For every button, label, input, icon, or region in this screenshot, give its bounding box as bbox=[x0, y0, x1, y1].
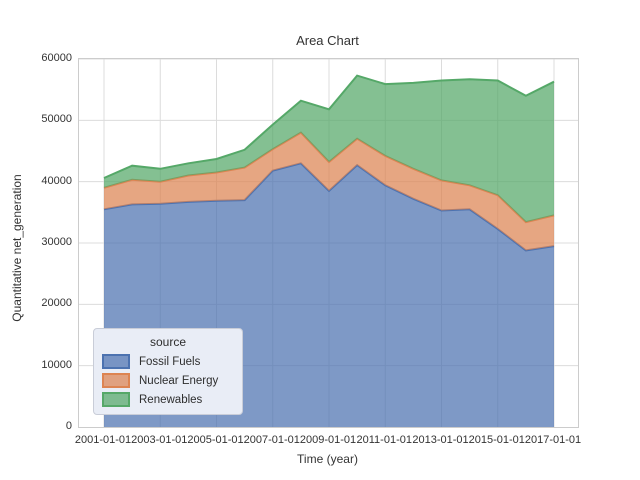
x-tick-label: 2015-01-01 bbox=[468, 434, 525, 446]
x-tick-label: 2007-01-01 bbox=[243, 434, 300, 446]
y-tick-label: 10000 bbox=[41, 358, 72, 371]
legend-item-fossil-fuels: Fossil Fuels bbox=[102, 354, 234, 369]
y-tick-label: 60000 bbox=[41, 52, 72, 64]
fossil-fuels-swatch-icon bbox=[102, 354, 130, 369]
x-tick-label: 2013-01-01 bbox=[412, 434, 469, 446]
legend-title: source bbox=[149, 335, 187, 349]
legend-item-nuclear-energy: Nuclear Energy bbox=[102, 373, 234, 388]
x-tick-label: 2003-01-01 bbox=[131, 434, 188, 446]
plot-area: source Fossil Fuels Nuclear Energy Renew… bbox=[78, 58, 579, 428]
x-tick-label: 2005-01-01 bbox=[187, 434, 244, 446]
legend-item-label: Nuclear Energy bbox=[139, 374, 219, 387]
y-tick-label: 50000 bbox=[41, 113, 72, 126]
legend-item-renewables: Renewables bbox=[102, 392, 234, 407]
x-tick-label: 2009-01-01 bbox=[299, 434, 357, 446]
x-tick-label: 2011-01-01 bbox=[356, 434, 412, 446]
legend-item-label: Renewables bbox=[139, 393, 203, 406]
chart-title: Area Chart bbox=[296, 33, 359, 48]
legend: source Fossil Fuels Nuclear Energy Renew… bbox=[93, 328, 243, 415]
nuclear-energy-swatch-icon bbox=[102, 373, 130, 388]
y-tick-label: 40000 bbox=[41, 174, 72, 187]
x-axis-label: Time (year) bbox=[297, 452, 358, 466]
y-tick-label: 0 bbox=[65, 420, 72, 432]
x-tick-label: 2017-01-01 bbox=[524, 434, 582, 446]
legend-item-label: Fossil Fuels bbox=[139, 355, 201, 368]
renewables-swatch-icon bbox=[102, 392, 130, 407]
x-tick-label: 2001-01-01 bbox=[74, 434, 132, 446]
y-tick-label: 30000 bbox=[41, 236, 72, 248]
y-tick-label: 20000 bbox=[41, 297, 72, 310]
y-axis-label: Quantitative net_generation bbox=[10, 174, 24, 322]
